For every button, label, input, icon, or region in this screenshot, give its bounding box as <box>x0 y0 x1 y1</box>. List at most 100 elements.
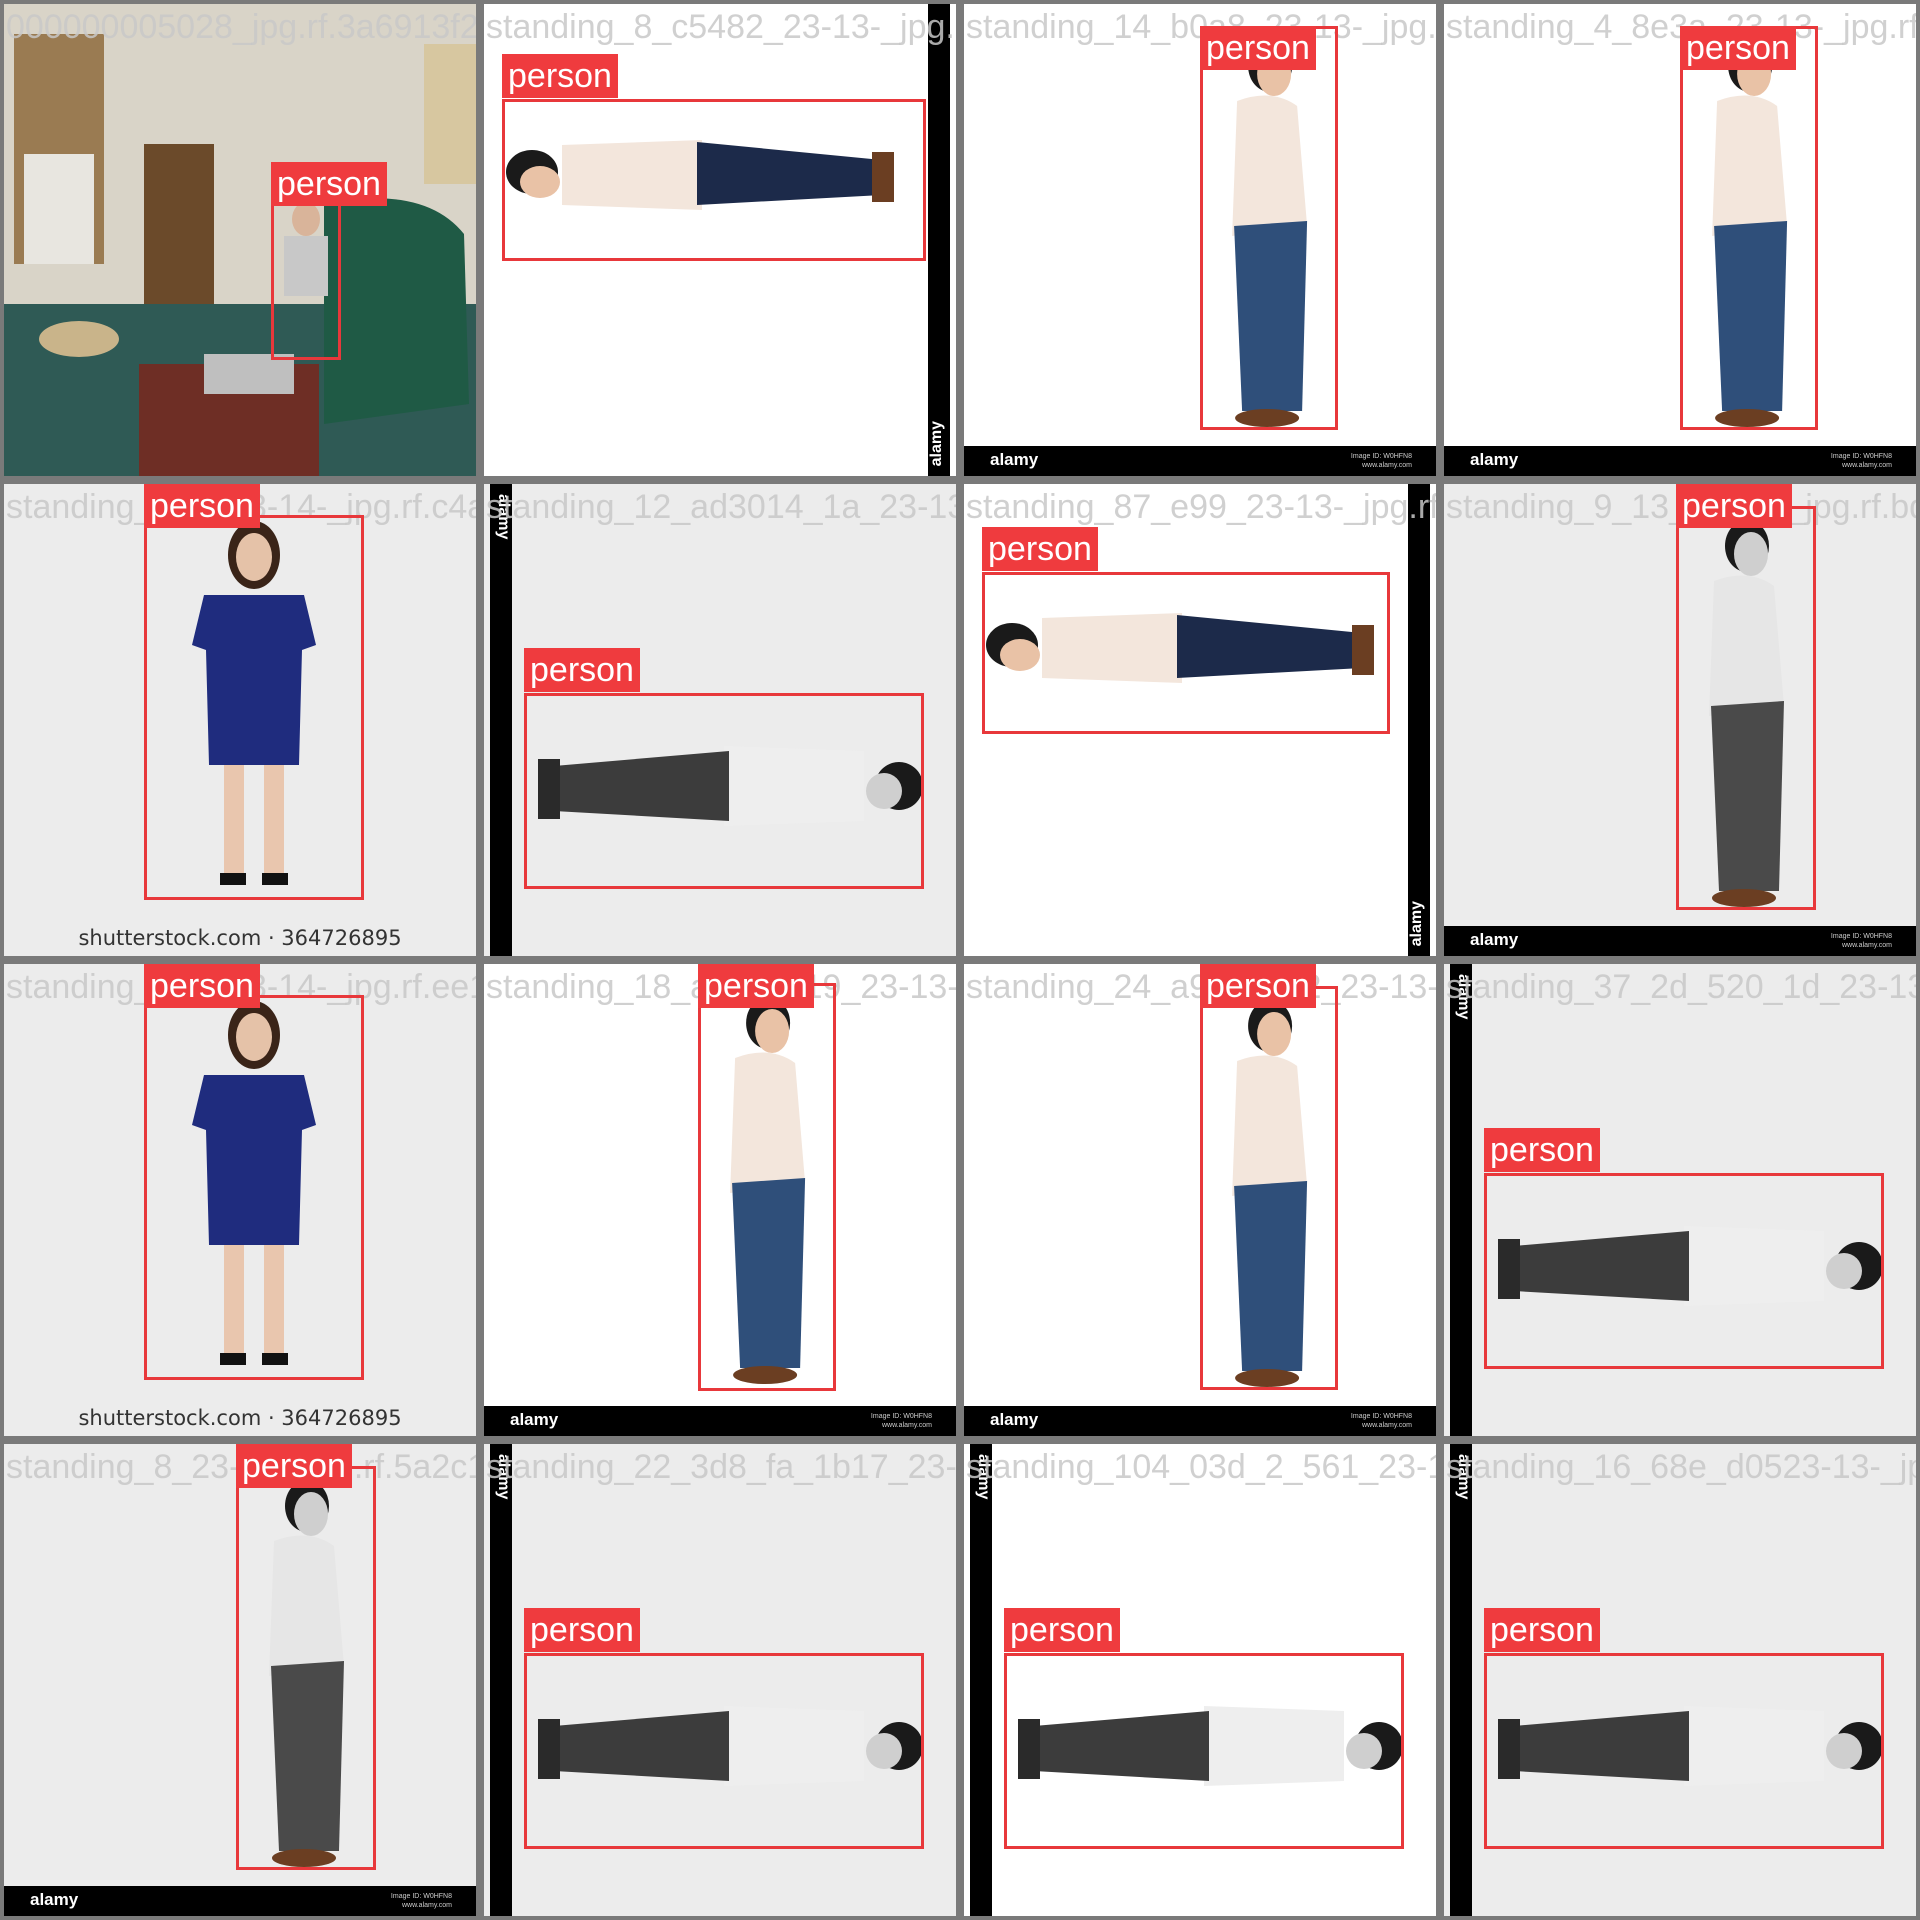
mosaic-tile: shutterstock.com · 364726895standing_3_1… <box>4 964 476 1436</box>
mosaic-tile: alamy standing_87_e99_23-13-_jpg.rf.a7e6d… <box>964 484 1436 956</box>
watermark-bar: alamy <box>970 1444 992 1916</box>
watermark-bar: alamy <box>1450 964 1472 1436</box>
bounding-box <box>1484 1653 1884 1849</box>
photo <box>1498 1226 1883 1306</box>
bbox-label: person <box>982 527 1098 571</box>
bounding-box <box>1004 1653 1404 1849</box>
watermark-bar: alamy <box>1408 484 1430 956</box>
watermark-bar: alamy Image ID: W0HFN8 www.alamy.com <box>964 1406 1436 1436</box>
bbox-label: person <box>1484 1608 1600 1652</box>
photo <box>1709 520 1784 907</box>
mosaic-tile: 000000005028_jpg.rf.3a6913f2080dc8a1e1b3… <box>4 4 476 476</box>
bbox-label: person <box>271 162 387 206</box>
tile-filename: standing_22_3d8_fa_1b17_23-13-_jpg.rf.9a <box>486 1448 956 1486</box>
watermark-brand: alamy <box>990 450 1039 469</box>
watermark-brand: alamy <box>495 494 512 540</box>
watermark-bar: alamy <box>928 4 950 476</box>
bbox-label: person <box>502 54 618 98</box>
watermark-bar: alamy <box>490 484 512 956</box>
watermark-brand: alamy <box>510 1410 559 1429</box>
bbox-label: person <box>144 964 260 1008</box>
mosaic-tile: alamystanding_104_03d_2_561_23-13-_jpg.r… <box>964 1444 1436 1916</box>
watermark-brand: alamy <box>1470 450 1519 469</box>
watermark-brand: alamy <box>1455 974 1472 1020</box>
tile-filename: standing_104_03d_2_561_23-13-_jpg.rf.c24 <box>966 1448 1436 1486</box>
tile-filename: 000000005028_jpg.rf.3a6913f2080dc8a1e1b3… <box>6 8 476 46</box>
bounding-box <box>1200 986 1338 1390</box>
bounding-box <box>524 1653 924 1849</box>
bbox-label: person <box>144 484 260 528</box>
bounding-box <box>982 572 1390 734</box>
tile-filename: standing_87_e99_23-13-_jpg.rf.a7e6d5c4b3 <box>966 488 1436 526</box>
watermark-brand: alamy <box>495 1454 512 1500</box>
bounding-box <box>1680 26 1818 430</box>
bbox-label: person <box>1680 26 1796 70</box>
watermark-text: shutterstock.com · 364726895 <box>78 1406 402 1430</box>
watermark-brand: alamy <box>928 420 945 466</box>
tile-filename: standing_8_c5482_23-13-_jpg.rf.12ab3c4d5… <box>486 8 956 46</box>
bbox-label: person <box>1200 964 1316 1008</box>
watermark-brand: alamy <box>1470 930 1519 949</box>
watermark-brand: alamy <box>975 1454 992 1500</box>
watermark-bar: alamy <box>1450 1444 1472 1916</box>
watermark-id: Image ID: W0HFN8 www.alamy.com <box>390 1893 452 1909</box>
watermark-text: shutterstock.com · 364726895 <box>78 926 402 950</box>
tile-filename: standing_37_2d_520_1d_23-13-_jpg.rf.ea3a <box>1446 968 1916 1006</box>
bbox-label: person <box>1200 26 1316 70</box>
bbox-label: person <box>1004 1608 1120 1652</box>
photo <box>506 140 894 210</box>
photo <box>1232 1000 1308 1387</box>
mosaic-tile: alamystanding_22_3d8_fa_1b17_23-13-_jpg.… <box>484 1444 956 1916</box>
watermark-bar: alamy <box>490 1444 512 1916</box>
bounding-box <box>698 983 836 1391</box>
watermark-brand: alamy <box>1408 900 1425 946</box>
watermark-id: Image ID: W0HFN8 www.alamy.com <box>1830 453 1892 469</box>
mosaic-tile: alamystanding_16_68e_d0523-13-_jpg.rf.8a… <box>1444 1444 1916 1916</box>
photo <box>538 1706 923 1786</box>
watermark-bar: alamy Image ID: W0HFN8 www.alamy.com <box>484 1406 956 1436</box>
photo <box>538 746 923 826</box>
photo <box>192 521 316 885</box>
photo <box>1498 1706 1883 1786</box>
mosaic-tile: alamystanding_37_2d_520_1d_23-13-_jpg.rf… <box>1444 964 1916 1436</box>
mosaic-tile: alamystanding_12_ad3014_1a_23-13-_jpg.rf… <box>484 484 956 956</box>
tile-filename: standing_12_ad3014_1a_23-13-_jpg.rf.9e1d… <box>486 488 956 526</box>
watermark-bar: alamy Image ID: W0HFN8 www.alamy.com <box>1444 926 1916 956</box>
watermark-bar: alamy Image ID: W0HFN8 www.alamy.com <box>4 1886 476 1916</box>
watermark-brand: alamy <box>1455 1454 1472 1500</box>
bbox-label: person <box>524 1608 640 1652</box>
bounding-box <box>502 99 926 261</box>
photo <box>4 4 476 476</box>
mosaic-tile: shutterstock.com · 364726895standing_3_1… <box>4 484 476 956</box>
watermark-brand: alamy <box>30 1890 79 1909</box>
watermark-bar: alamy Image ID: W0HFN8 www.alamy.com <box>964 446 1436 476</box>
tile-filename: standing_16_68e_d0523-13-_jpg.rf.8a3b <box>1446 1448 1916 1486</box>
bounding-box <box>144 995 364 1380</box>
bounding-box <box>144 515 364 900</box>
photo <box>986 613 1374 683</box>
photo <box>192 1001 316 1365</box>
bbox-label: person <box>236 1444 352 1488</box>
photo <box>269 1480 344 1867</box>
watermark-id: Image ID: W0HFN8 www.alamy.com <box>1350 453 1412 469</box>
bounding-box <box>524 693 924 889</box>
bounding-box <box>1676 506 1816 910</box>
bbox-label: person <box>1676 484 1792 528</box>
watermark-bar: alamy Image ID: W0HFN8 www.alamy.com <box>1444 446 1916 476</box>
photo <box>730 997 806 1384</box>
watermark-brand: alamy <box>990 1410 1039 1429</box>
photo <box>1018 1706 1403 1786</box>
bbox-label: person <box>1484 1128 1600 1172</box>
watermark-id: Image ID: W0HFN8 www.alamy.com <box>1830 933 1892 949</box>
bounding-box <box>1200 26 1338 430</box>
watermark-id: Image ID: W0HFN8 www.alamy.com <box>870 1413 932 1429</box>
bounding-box <box>236 1466 376 1870</box>
watermark-id: Image ID: W0HFN8 www.alamy.com <box>1350 1413 1412 1429</box>
